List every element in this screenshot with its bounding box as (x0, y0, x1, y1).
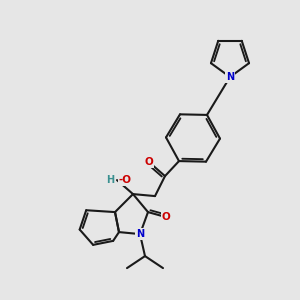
Text: O: O (162, 212, 170, 222)
Text: -O: -O (119, 175, 132, 185)
Text: N: N (226, 72, 234, 82)
Text: N: N (136, 229, 144, 239)
Text: H: H (106, 175, 114, 185)
Text: O: O (145, 157, 153, 167)
